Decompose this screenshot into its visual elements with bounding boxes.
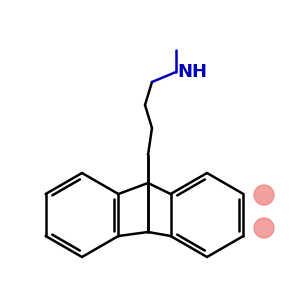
Text: NH: NH <box>177 63 207 81</box>
Circle shape <box>254 218 274 238</box>
Circle shape <box>254 185 274 205</box>
